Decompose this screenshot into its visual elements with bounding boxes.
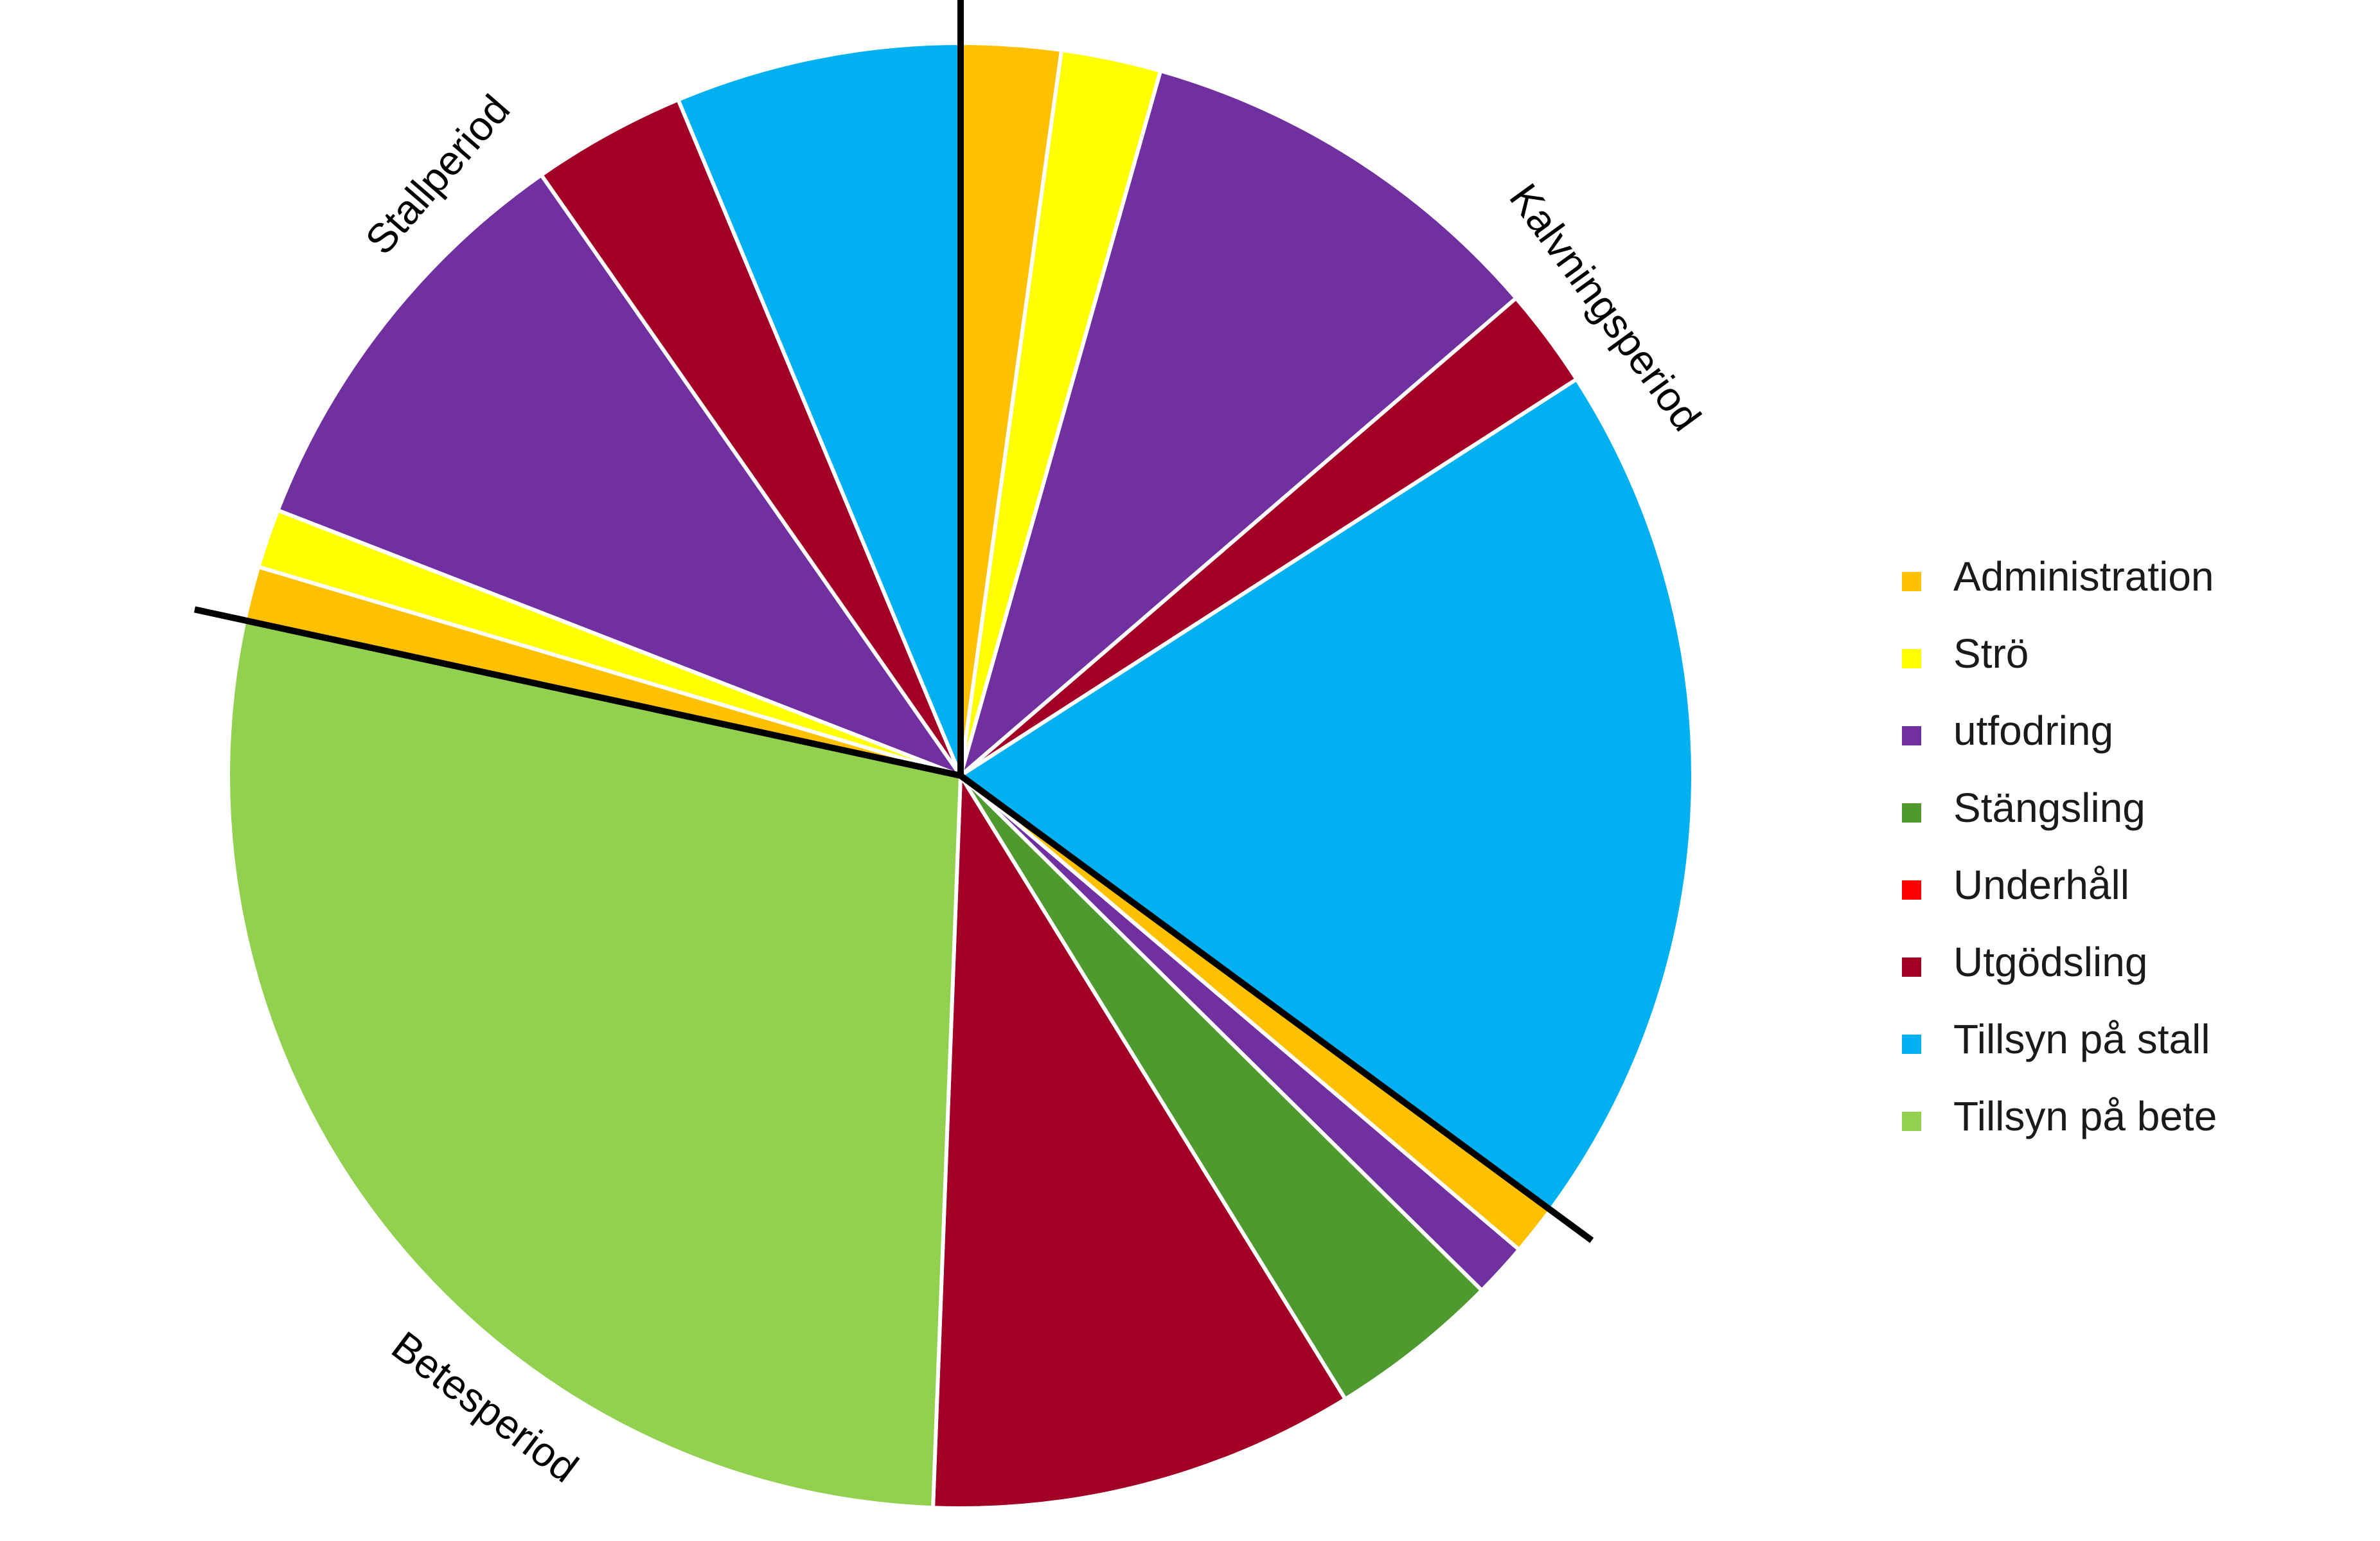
- pie-slice-utfodring-2: [959, 69, 1518, 778]
- legend-label-tillsyn-pa-bete: Tillsyn på bete: [1953, 1093, 2217, 1139]
- legend-swatch-stangsling: [1902, 803, 1921, 823]
- pie-slice-utgodsling-13: [539, 98, 963, 778]
- pie-slice-tillsyn-pa-stall-4: [959, 377, 1695, 1212]
- legend-entry-tillsyn-pa-bete: Tillsyn på bete: [1902, 1093, 2217, 1139]
- legend-entry-administration: Administration: [1902, 553, 2214, 600]
- legend-entry-stangsling: Stängsling: [1902, 785, 2145, 831]
- legend-label-stro: Strö: [1953, 630, 2029, 677]
- legend-swatch-utfodring: [1902, 726, 1921, 745]
- legend-swatch-tillsyn-pa-bete: [1902, 1112, 1921, 1131]
- pie-slice-stangsling-7: [959, 774, 1484, 1402]
- legend-label-administration: Administration: [1953, 553, 2214, 600]
- pie-slice-tillsyn-pa-stall-14: [676, 41, 963, 778]
- pie-slice-utgodsling-8: [931, 774, 1347, 1510]
- legend-entry-underhall: Underhåll: [1902, 862, 2129, 908]
- legend-swatch-underhall: [1902, 880, 1921, 900]
- period-divider-1: [959, 772, 1594, 1243]
- legend-swatch-tillsyn-pa-stall: [1902, 1035, 1921, 1054]
- legend-label-utgodsling: Utgödsling: [1953, 939, 2147, 985]
- legend-label-stangsling: Stängsling: [1953, 785, 2145, 831]
- legend-swatch-utgodsling: [1902, 958, 1921, 977]
- legend-entry-tillsyn-pa-stall: Tillsyn på stall: [1902, 1016, 2210, 1062]
- pie-slice-utfodring-12: [276, 173, 963, 778]
- legend-entry-utgodsling: Utgödsling: [1902, 939, 2147, 985]
- legend-label-underhall: Underhåll: [1953, 862, 2129, 908]
- period-dividers: [193, 0, 1594, 1243]
- pie-slices: [226, 41, 1695, 1510]
- legend-label-tillsyn-pa-stall: Tillsyn på stall: [1953, 1016, 2210, 1062]
- pie-slice-tillsyn-pa-bete-9: [226, 618, 963, 1510]
- legend-swatch-stro: [1902, 649, 1921, 668]
- legend-swatch-administration: [1902, 572, 1921, 591]
- legend-entry-utfodring: utfodring: [1902, 708, 2113, 754]
- legend-label-utfodring: utfodring: [1953, 708, 2113, 754]
- period-divider-2: [193, 606, 962, 779]
- legend-entry-stro: Strö: [1902, 630, 2029, 677]
- legend: Administration Strö utfodring Stängsling Und…: [1902, 553, 2217, 1139]
